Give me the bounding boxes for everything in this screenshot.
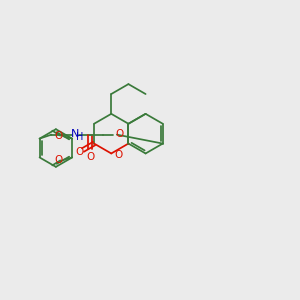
Text: O: O: [116, 129, 124, 139]
Text: O: O: [114, 150, 122, 161]
Text: N: N: [71, 129, 80, 139]
Text: O: O: [54, 155, 62, 165]
Text: O: O: [75, 147, 84, 157]
Text: O: O: [86, 152, 94, 163]
Text: H: H: [76, 132, 83, 142]
Text: O: O: [54, 130, 62, 141]
